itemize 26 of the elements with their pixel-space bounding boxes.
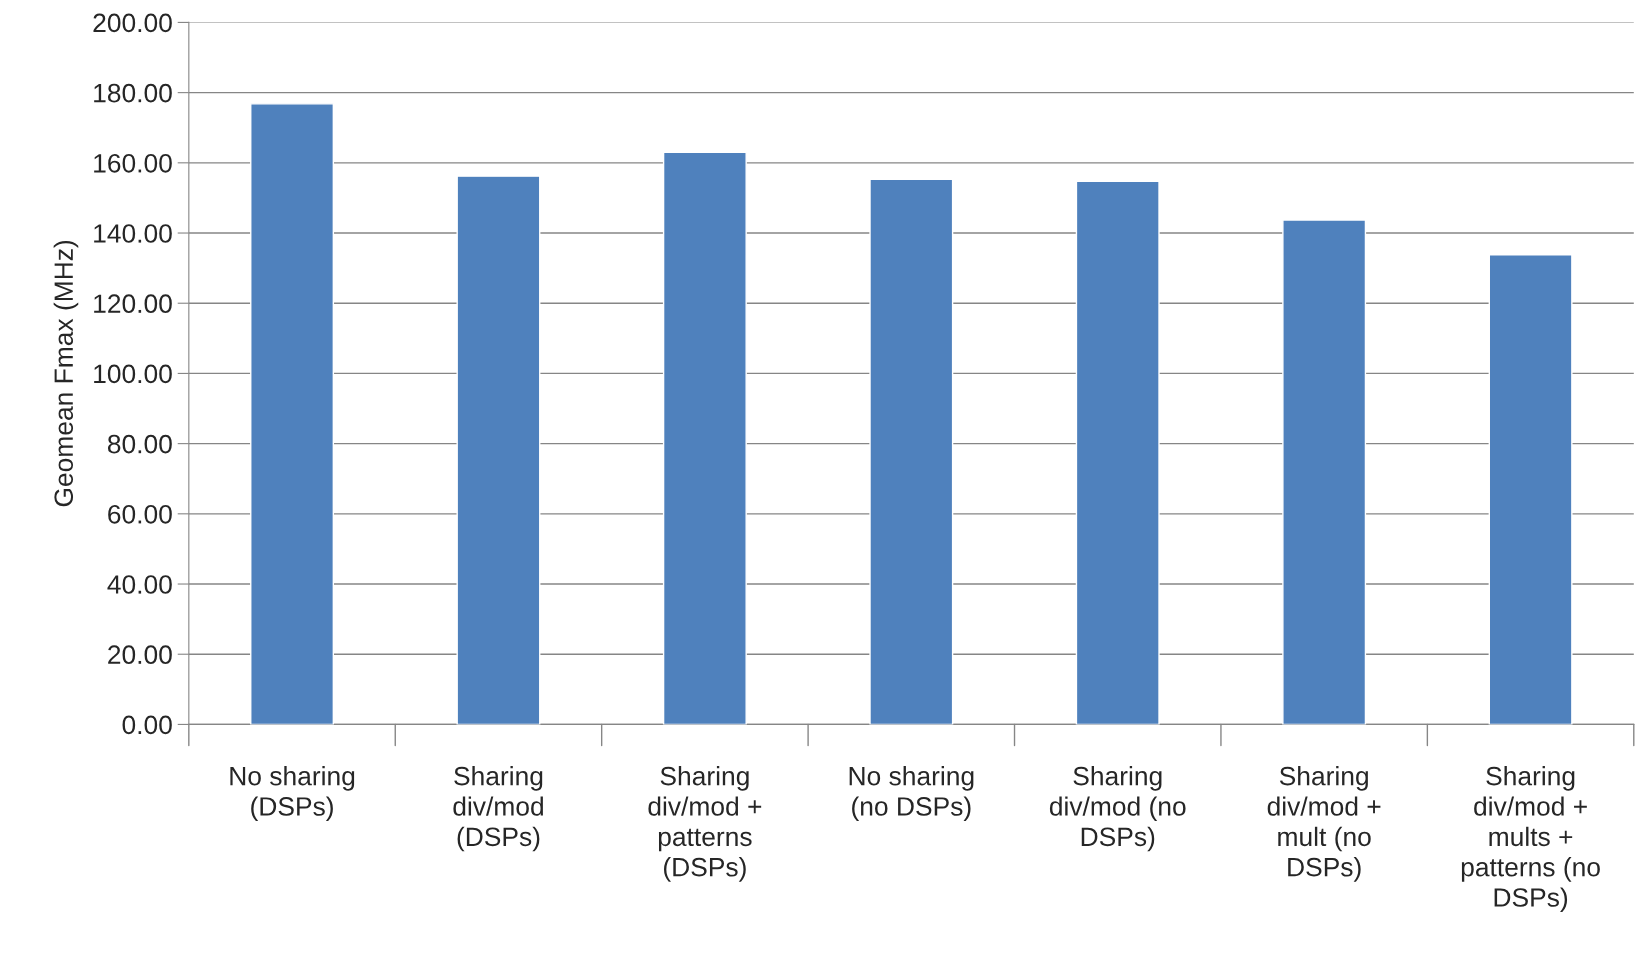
y-tick-label: 0.00: [122, 715, 172, 735]
x-tick-label: Sharing div/mod (DSPs): [453, 766, 543, 852]
y-axis-title: Geomean Fmax (MHz): [53, 240, 79, 507]
x-tick-label: Sharing div/mod + mult (no DSPs): [1267, 766, 1381, 882]
bar: [250, 103, 335, 725]
y-tick-label: 160.00: [94, 153, 172, 173]
bar: [662, 151, 747, 725]
y-tick-label: 60.00: [108, 504, 172, 524]
y-tick-label: 180.00: [94, 83, 172, 103]
x-tick-label: No sharing (DSPs): [230, 766, 355, 822]
bar: [1075, 180, 1160, 725]
x-tick-label: Sharing div/mod (no DSPs): [1049, 766, 1186, 852]
y-tick-label: 40.00: [107, 575, 172, 594]
x-tick-label: Sharing div/mod + mults + patterns (no DSPs): [1461, 766, 1600, 913]
y-tick-label: 140.00: [94, 224, 172, 243]
y-tick-label: 100.00: [94, 364, 172, 384]
bar: [1488, 254, 1573, 725]
y-tick-label: 200.00: [93, 13, 172, 33]
y-tick-label: 80.00: [107, 434, 172, 454]
y-tick-label: 120.00: [94, 294, 172, 314]
x-tick-label: No sharing (no DSPs): [849, 766, 974, 822]
bar: [1282, 219, 1367, 725]
bar: [456, 175, 541, 725]
x-tick-label: Sharing div/mod + patterns (DSPs): [648, 766, 762, 882]
y-tick-label: 20.00: [108, 645, 172, 665]
bar: [869, 178, 954, 725]
